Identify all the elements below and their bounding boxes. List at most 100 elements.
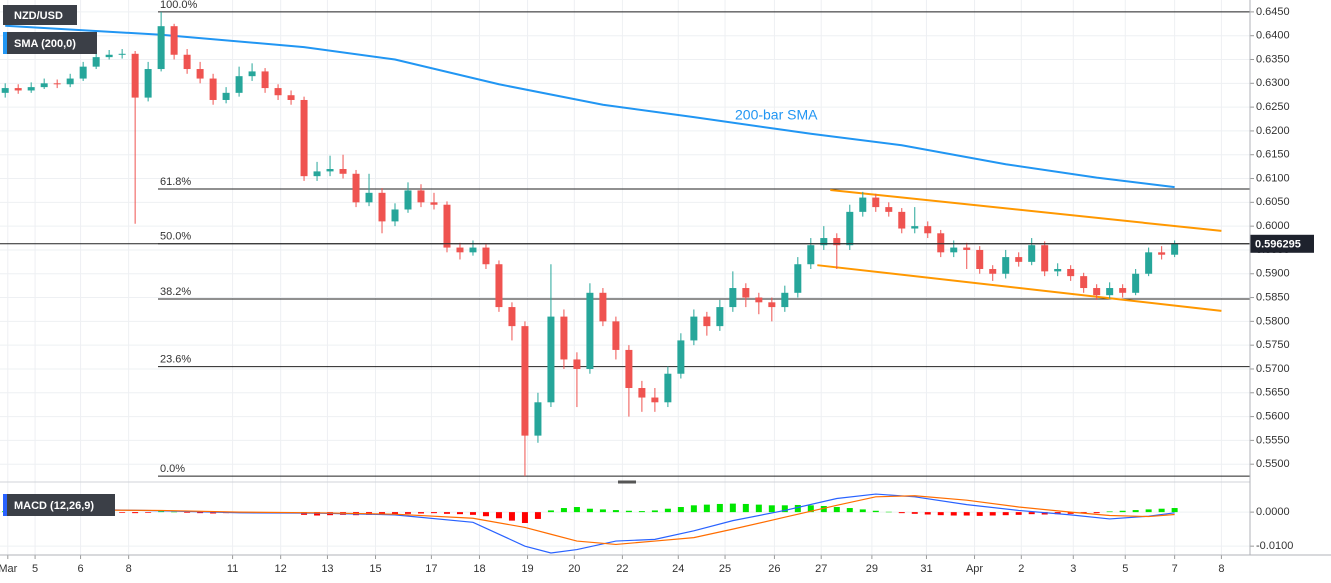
macd-histogram-bar bbox=[924, 512, 931, 515]
y-tick-label: -0.0100 bbox=[1256, 540, 1293, 552]
sma-legend-box[interactable] bbox=[3, 32, 97, 54]
candle-body bbox=[248, 71, 256, 77]
y-tick-label: 0.6350 bbox=[1256, 53, 1290, 65]
current-price-label: 0.596295 bbox=[1255, 239, 1301, 251]
y-tick-label: 0.6050 bbox=[1256, 196, 1290, 208]
candle-body bbox=[1067, 268, 1075, 277]
macd-histogram-bar bbox=[1145, 509, 1152, 513]
macd-histogram-bar bbox=[703, 504, 710, 513]
y-tick-label: 0.5900 bbox=[1256, 268, 1290, 280]
macd-histogram-bar bbox=[560, 508, 567, 513]
symbol-box[interactable] bbox=[3, 5, 77, 25]
macd-histogram-bar bbox=[625, 510, 632, 513]
macd-histogram-bar bbox=[677, 507, 684, 513]
macd-histogram-bar bbox=[716, 503, 723, 513]
sma-annotation: 200-bar SMA bbox=[735, 107, 818, 123]
macd-histogram-bar bbox=[547, 510, 554, 513]
candle-body bbox=[79, 66, 87, 79]
macd-legend: MACD (12,26,9) bbox=[14, 500, 94, 512]
macd-histogram-bar bbox=[1067, 512, 1074, 514]
grid bbox=[0, 0, 1250, 555]
y-tick-label: 0.5650 bbox=[1256, 387, 1290, 399]
macd-histogram-bar bbox=[314, 512, 321, 516]
candle-body bbox=[950, 247, 958, 253]
x-tick-label: 18 bbox=[473, 563, 485, 575]
candle-body bbox=[742, 288, 750, 298]
macd-histogram-bar bbox=[846, 508, 853, 513]
macd-histogram-bar bbox=[1002, 512, 1009, 516]
candle-body bbox=[469, 247, 477, 253]
macd-histogram-bar bbox=[495, 512, 502, 519]
macd-histogram-bar bbox=[859, 509, 866, 513]
macd-histogram-bar bbox=[171, 511, 178, 513]
x-tick-label: 6 bbox=[77, 563, 83, 575]
y-tick-label: 0.5750 bbox=[1256, 339, 1290, 351]
macd-histogram-bar bbox=[573, 507, 580, 513]
y-tick-label: 0.6400 bbox=[1256, 30, 1290, 42]
candle-body bbox=[859, 197, 867, 212]
candle-body bbox=[612, 321, 620, 350]
candle-body bbox=[846, 211, 854, 246]
macd-histogram-bar bbox=[794, 504, 801, 513]
macd-legend-box[interactable] bbox=[3, 494, 115, 516]
candle-body bbox=[131, 53, 139, 98]
plot: 0.6450 0.6400 0.6350 0.6300 0.6250 0.6200 0.61… bbox=[0, 0, 1314, 575]
macd-histogram-bar bbox=[119, 512, 126, 513]
x-tick-label: 25 bbox=[719, 563, 731, 575]
macd-histogram-bar bbox=[1015, 512, 1022, 515]
macd-histogram-bar bbox=[534, 512, 541, 519]
macd-histogram-bar bbox=[417, 512, 424, 514]
candle-body bbox=[1054, 268, 1062, 272]
macd-histogram-bar bbox=[1119, 510, 1126, 513]
candle-body bbox=[456, 247, 464, 253]
macd-histogram-bar bbox=[599, 509, 606, 513]
y-tick-label: 0.6300 bbox=[1256, 77, 1290, 89]
macd-histogram-bar bbox=[885, 511, 892, 513]
current-price-box bbox=[1250, 234, 1314, 253]
x-tick-label: 22 bbox=[616, 563, 628, 575]
macd-histogram-bar bbox=[807, 505, 814, 513]
candle-body bbox=[989, 268, 997, 274]
candle-body bbox=[924, 226, 932, 234]
macd-histogram-bar bbox=[1028, 512, 1035, 515]
macd-histogram-bar bbox=[1158, 508, 1165, 513]
y-tick-label: 0.5800 bbox=[1256, 315, 1290, 327]
candle-body bbox=[378, 192, 386, 222]
macd-histogram-bar bbox=[612, 510, 619, 513]
fib-label: 61.8% bbox=[160, 176, 191, 188]
x-tick-label: 31 bbox=[920, 563, 932, 575]
macd-histogram-bar bbox=[690, 505, 697, 513]
y-tick-label: 0.6100 bbox=[1256, 172, 1290, 184]
candle-body bbox=[1145, 252, 1153, 274]
candle-body bbox=[326, 169, 334, 172]
fib-label: 23.6% bbox=[160, 353, 191, 365]
y-tick-label: 0.6200 bbox=[1256, 125, 1290, 137]
macd-histogram-bar bbox=[638, 511, 645, 513]
sma-legend: SMA (200,0) bbox=[14, 38, 76, 50]
candle-body bbox=[222, 92, 230, 100]
symbol-label: NZD/USD bbox=[14, 10, 63, 22]
fib-label: 50.0% bbox=[160, 231, 191, 243]
candle-body bbox=[768, 302, 776, 308]
candle-body bbox=[573, 359, 581, 369]
candle-body bbox=[534, 402, 542, 436]
candle-body bbox=[1132, 273, 1140, 293]
y-tick-label: 0.5700 bbox=[1256, 363, 1290, 375]
candle-body bbox=[287, 95, 295, 100]
macd-histogram-bar bbox=[976, 512, 983, 516]
candle-body bbox=[1171, 243, 1179, 255]
candle-body bbox=[352, 173, 360, 203]
channel-line bbox=[830, 188, 1222, 232]
signal-line bbox=[5, 495, 1175, 546]
channel-line bbox=[817, 264, 1222, 312]
macd-histogram-bar bbox=[1171, 508, 1178, 513]
fib-label: 0.0% bbox=[160, 463, 185, 475]
candle-body bbox=[1119, 288, 1127, 293]
candle-body bbox=[963, 247, 971, 250]
candle-body bbox=[1080, 276, 1088, 289]
x-tick-label: 5 bbox=[32, 563, 38, 575]
x-tick-label: 13 bbox=[321, 563, 333, 575]
candle-body bbox=[183, 54, 191, 70]
candle-body bbox=[729, 288, 737, 308]
